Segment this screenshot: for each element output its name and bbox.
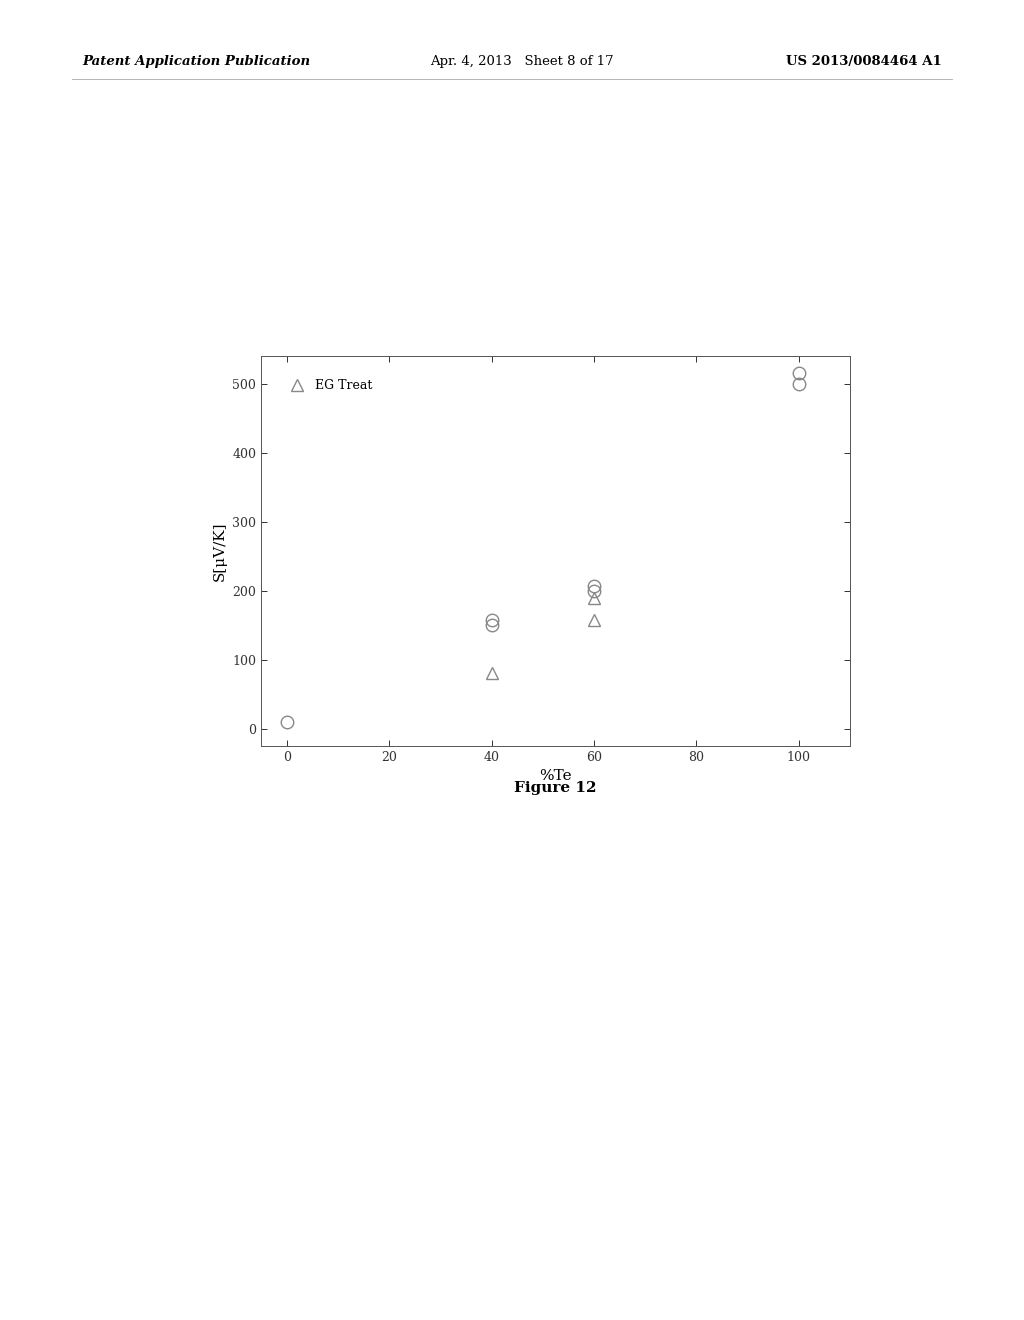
X-axis label: %Te: %Te [540, 770, 571, 783]
Text: US 2013/0084464 A1: US 2013/0084464 A1 [786, 55, 942, 69]
Text: Figure 12: Figure 12 [514, 781, 596, 796]
Text: Patent Application Publication: Patent Application Publication [82, 55, 310, 69]
EG Treat [588, 611, 600, 627]
Line: EG Treat: EG Treat [485, 591, 600, 680]
Legend: EG Treat: EG Treat [280, 375, 378, 397]
EG Treat [588, 590, 600, 606]
Text: Apr. 4, 2013   Sheet 8 of 17: Apr. 4, 2013 Sheet 8 of 17 [430, 55, 613, 69]
Y-axis label: S[μV/K]: S[μV/K] [213, 521, 226, 581]
EG Treat [485, 665, 498, 681]
